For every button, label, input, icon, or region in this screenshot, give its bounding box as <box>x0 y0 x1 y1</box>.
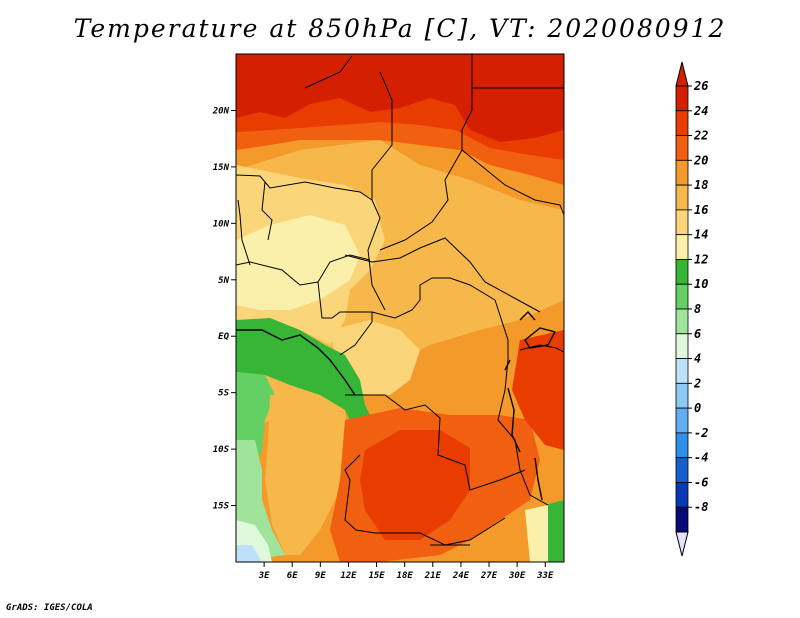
colorbar-label: 20 <box>693 153 708 167</box>
border-line <box>345 394 526 491</box>
country-borders <box>236 54 564 546</box>
lake-malawi <box>534 457 543 501</box>
colorbar-segment <box>675 308 689 335</box>
map-frame <box>235 53 565 563</box>
zone-12-southeast <box>545 500 564 562</box>
lon-tick-label: 6E <box>287 571 298 581</box>
border-line <box>236 254 371 286</box>
border-line <box>261 181 273 241</box>
lat-tick-label: 15S <box>213 502 230 512</box>
lat-tick-label: 10N <box>213 219 230 229</box>
border-line <box>237 199 251 266</box>
colorbar-segment <box>675 283 689 310</box>
colorbar-label: 10 <box>694 277 708 291</box>
colorbar-segment <box>675 135 689 161</box>
lake-kivu <box>504 359 511 371</box>
grads-credit: GrADS: IGES/COLA <box>6 603 93 613</box>
longitude-axis: 3E 6E 9E 12E 15E 18E 21E 24E 27E 30E 33E <box>258 562 554 581</box>
colorbar-segment <box>675 110 689 136</box>
lake-victoria <box>524 327 557 349</box>
colorbar-label: 22 <box>693 129 708 143</box>
lon-tick-label: 12E <box>340 571 357 581</box>
zone-4-corner <box>236 545 262 562</box>
colorbar-label: 4 <box>694 352 701 366</box>
zone-26-north <box>236 54 564 142</box>
temperature-field <box>236 54 564 562</box>
colorbar-label: -6 <box>694 475 708 489</box>
border-line <box>344 237 541 313</box>
lon-tick-label: 3E <box>258 571 270 581</box>
colorbar-bottom-arrow <box>675 531 689 557</box>
colorbar-label: 2 <box>693 376 701 390</box>
border-line <box>379 54 473 251</box>
border-line <box>236 174 373 201</box>
colorbar-segment <box>675 382 689 409</box>
colorbar-label: 16 <box>694 203 708 217</box>
lakes <box>236 310 557 501</box>
lon-tick-label: 27E <box>480 571 498 581</box>
colorbar-segment <box>675 333 689 359</box>
colorbar-label: -2 <box>694 426 708 440</box>
zone-24-south <box>360 430 470 540</box>
colorbar-segment <box>675 457 689 483</box>
colorbar-segment <box>675 85 689 112</box>
border-line <box>371 277 496 319</box>
colorbar-segment <box>675 209 689 236</box>
lat-tick-label: 5N <box>218 276 229 286</box>
lat-tick-label: 5S <box>218 389 229 399</box>
colorbar-segment <box>675 259 689 285</box>
colorbar-label: -8 <box>694 500 708 514</box>
colorbar-segment <box>675 159 689 186</box>
colorbar-label: 24 <box>693 104 708 118</box>
colorbar-top-arrow <box>675 61 689 87</box>
lat-tick-label: 20N <box>212 106 230 116</box>
chart-title: Temperature at 850hPa [C], VT: 202008091… <box>73 14 727 43</box>
colorbar-segment <box>675 234 689 260</box>
colorbar-label: 26 <box>693 79 708 93</box>
zone-24-east <box>512 330 564 450</box>
lon-tick-label: 30E <box>508 571 526 581</box>
colorbar-label: 0 <box>694 401 701 415</box>
lon-tick-label: 18E <box>397 571 414 581</box>
lon-tick-label: 9E <box>315 571 326 581</box>
zone-14-southeast <box>525 505 548 562</box>
border-line <box>494 299 549 506</box>
coast-gulf <box>236 329 356 396</box>
colorbar-label: -4 <box>694 451 708 465</box>
colorbar-label: 12 <box>694 252 708 266</box>
colorbar-label: 14 <box>694 228 708 242</box>
border-line <box>461 149 564 216</box>
colorbar-segment <box>675 482 689 508</box>
colorbar-label: 8 <box>694 302 701 316</box>
zone-18-angola <box>265 395 350 555</box>
colorbar-segment <box>675 432 689 459</box>
border-line <box>317 281 373 356</box>
lat-tick-label: 10S <box>213 445 230 455</box>
lon-tick-label: 24E <box>452 571 470 581</box>
colorbar-segment <box>675 506 689 533</box>
colorbar-segment <box>675 407 689 434</box>
colorbar-segment <box>675 184 689 211</box>
border-line <box>304 55 353 89</box>
lon-tick-label: 33E <box>536 571 554 581</box>
lake-tanganyika <box>507 387 521 453</box>
zone-14-west <box>236 215 360 310</box>
colorbar-segment <box>675 358 689 384</box>
border-line <box>344 454 506 546</box>
colorbar-label: 6 <box>694 327 701 341</box>
lake-albert <box>519 310 536 321</box>
lat-tick-label: EQ <box>218 332 229 342</box>
lon-tick-label: 15E <box>368 571 385 581</box>
colorbar-label: 18 <box>694 178 708 192</box>
zone-12-coast <box>236 318 375 440</box>
latitude-axis: 20N 15N 10N 5N EQ 5S 10S 15S <box>212 106 236 512</box>
lon-tick-label: 21E <box>424 571 442 581</box>
lat-tick-label: 15N <box>213 163 230 173</box>
